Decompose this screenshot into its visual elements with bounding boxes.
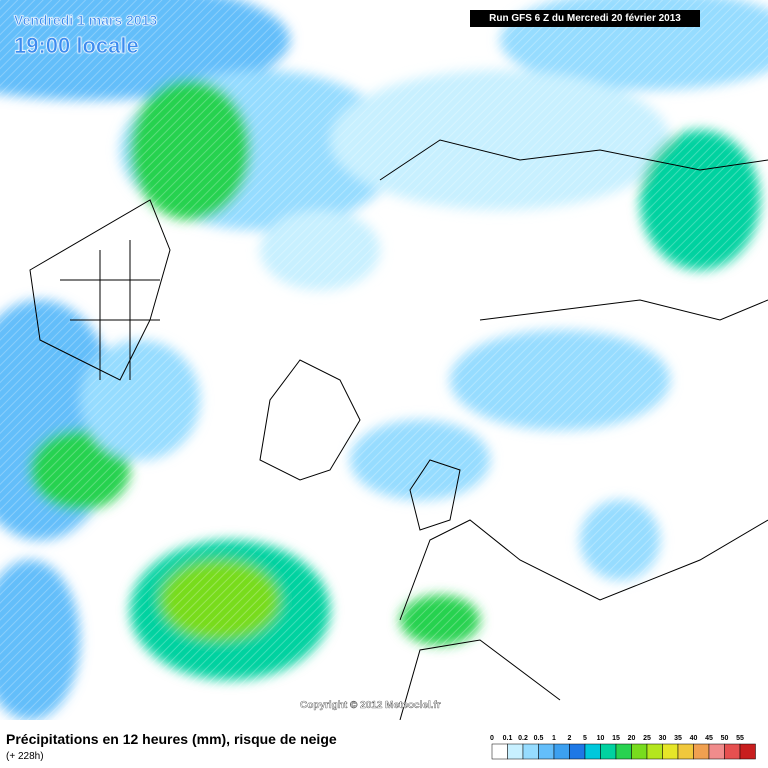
legend-label: 50	[721, 735, 729, 742]
legend-swatch	[569, 743, 586, 760]
legend-label: 1	[552, 735, 556, 742]
footer-lead: (+ 228h)	[6, 751, 44, 762]
legend-label: 30	[659, 735, 667, 742]
legend-label: 10	[597, 735, 605, 742]
legend-label: 25	[643, 735, 651, 742]
legend-swatch	[631, 743, 648, 760]
forecast-time: 19:00 locale	[14, 33, 139, 59]
legend: 0 0.1 0.2 0.5 1 2 5 10 15 20 25 30 35 40 45 50 55	[490, 735, 756, 760]
forecast-date: Vendredi 1 mars 2013	[14, 12, 158, 29]
legend-label: 35	[674, 735, 682, 742]
legend-label: 2	[568, 735, 572, 742]
legend-swatch	[724, 743, 741, 760]
legend-swatch	[739, 743, 756, 760]
legend-swatch	[708, 743, 725, 760]
legend-label: 15	[612, 735, 620, 742]
legend-swatch	[646, 743, 663, 760]
legend-label: 40	[690, 735, 698, 742]
legend-swatch	[584, 743, 601, 760]
legend-label: 45	[705, 735, 713, 742]
map	[0, 0, 768, 720]
footer-title: Précipitations en 12 heures (mm), risque…	[6, 731, 337, 747]
legend-swatch	[553, 743, 570, 760]
legend-swatch	[677, 743, 694, 760]
legend-label: 0.1	[503, 735, 513, 742]
legend-swatch	[507, 743, 524, 760]
legend-label: 0.2	[518, 735, 528, 742]
legend-label: 5	[583, 735, 587, 742]
copyright: Copyright © 2012 Meteociel.fr	[300, 700, 441, 711]
legend-swatch	[491, 743, 508, 760]
legend-swatch	[600, 743, 617, 760]
legend-swatch	[662, 743, 679, 760]
legend-label: 55	[736, 735, 744, 742]
legend-swatch	[522, 743, 539, 760]
legend-swatch	[693, 743, 710, 760]
legend-swatch	[538, 743, 555, 760]
legend-label: 0	[490, 735, 494, 742]
legend-swatch	[615, 743, 632, 760]
legend-label: 0.5	[534, 735, 544, 742]
run-label: Run GFS 6 Z du Mercredi 20 février 2013	[470, 10, 700, 27]
legend-label: 20	[628, 735, 636, 742]
